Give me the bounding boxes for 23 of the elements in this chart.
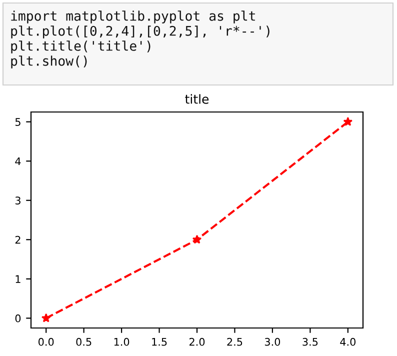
- text: plt.title('title'): [11, 40, 150, 54]
- text: plt.plot([0,2,4],[0,2,5], 'r*--'): [11, 26, 270, 38]
- point: [41, 313, 51, 322]
- point: [192, 234, 202, 244]
- x-tick-label: 1.0: [114, 338, 130, 346]
- x-tick-label: 0.5: [76, 338, 92, 346]
- chart-title: title: [185, 94, 209, 104]
- x-tick-label: 2.0: [189, 338, 205, 346]
- x-tick-label: 2.5: [227, 338, 242, 346]
- x-tick-label: 1.5: [152, 338, 167, 346]
- y-tick-label: 1: [16, 275, 20, 283]
- text: import matplotlib.pyplot as plt: [11, 10, 255, 24]
- point: [343, 116, 353, 126]
- x-tick-label: 3.5: [302, 338, 318, 346]
- x-tick-label: 0.0: [38, 338, 54, 346]
- y-tick-label: 0: [15, 314, 21, 322]
- y-tick-label: 5: [15, 118, 20, 126]
- y-tick-label: 4: [15, 157, 21, 166]
- x-tick-label: 3.0: [264, 338, 280, 346]
- text: plt.show(): [11, 56, 87, 68]
- x-tick-label: 4.0: [340, 338, 356, 346]
- y-tick-label: 3: [15, 196, 20, 204]
- y-tick-label: 2: [15, 236, 20, 244]
